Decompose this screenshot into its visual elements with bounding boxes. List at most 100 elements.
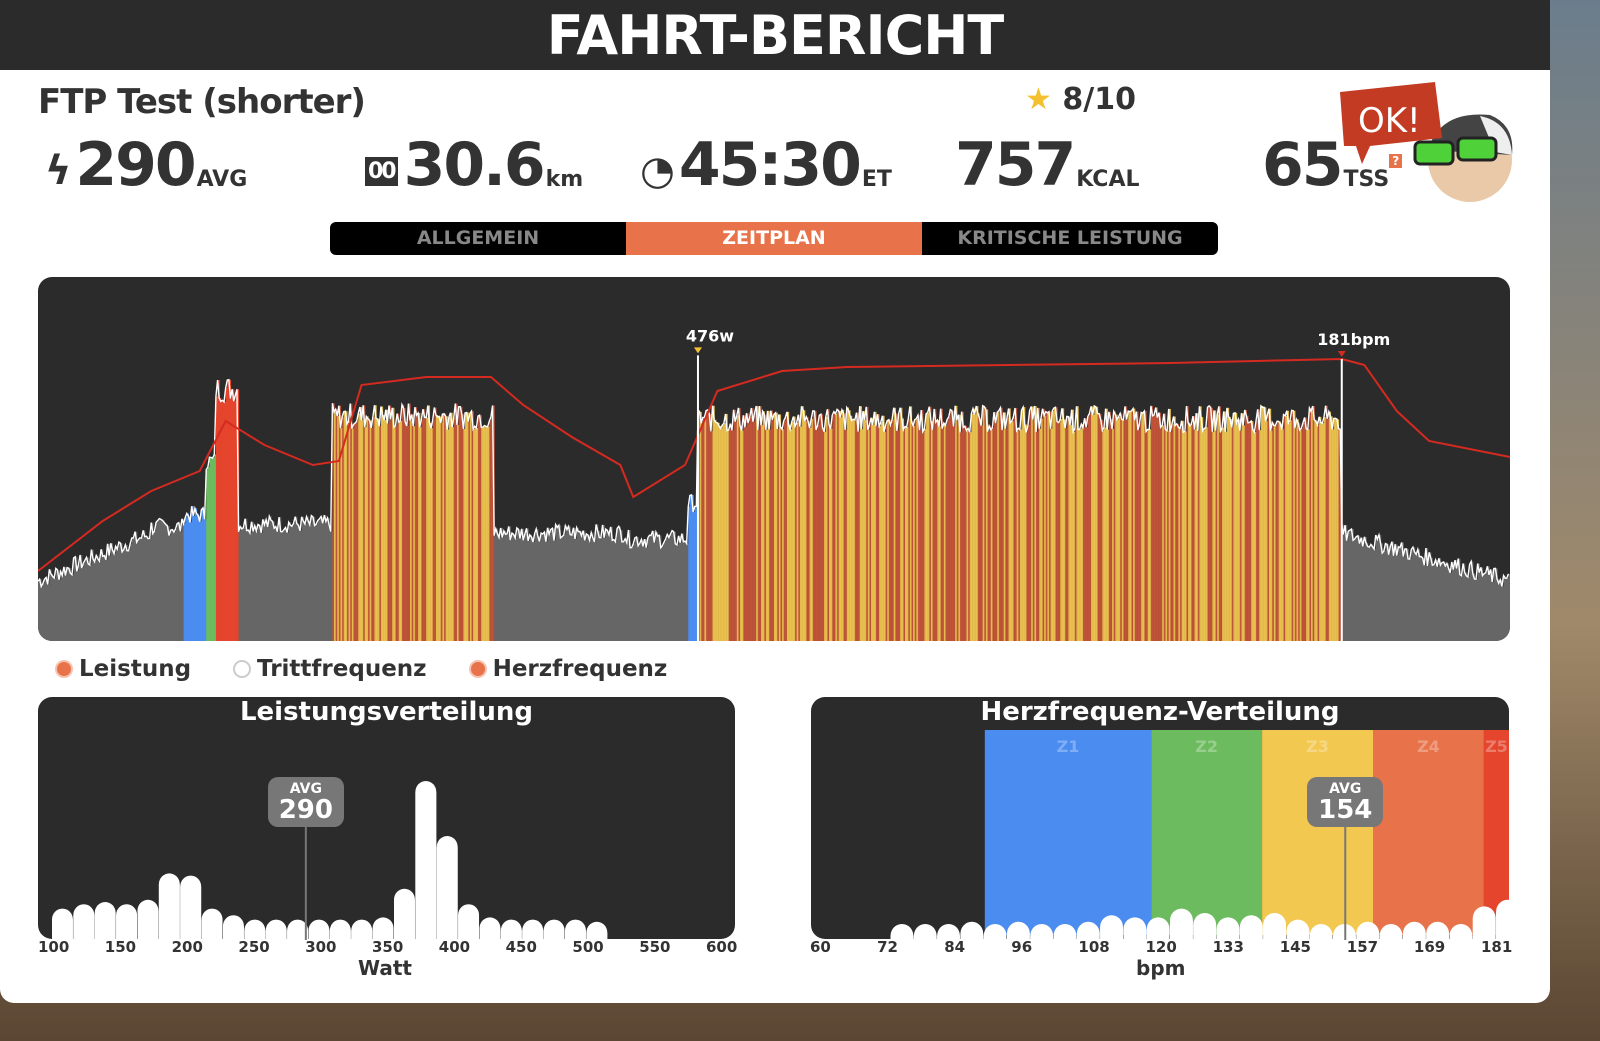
power-bar [219,397,222,641]
power-bar [172,529,175,641]
power-bar [1053,407,1057,641]
power-bar [1474,579,1477,641]
power-bar [46,577,49,641]
power-bar [985,409,989,641]
power-bar [1178,427,1181,641]
power-bar [668,537,672,641]
power-bar [536,528,539,641]
power-bar [715,422,718,641]
power-bar [785,417,788,641]
power-bar [128,550,131,641]
power-bar [1411,549,1414,641]
power-bar [214,454,217,641]
power-bar [712,405,715,641]
power-bar [1412,547,1416,641]
power-bar [1406,548,1409,641]
power-bar [59,579,62,641]
hr-histogram-bar-fill [937,935,960,947]
power-bar [144,536,147,641]
power-histogram-bar-fill [500,930,522,946]
time-value: 45:30 [678,130,862,200]
power-bar [1133,408,1136,641]
power-bar [1091,406,1094,641]
power-bar [442,414,445,641]
power-bar [786,411,790,641]
power-bar [956,420,960,641]
tab-zeitplan[interactable]: ZEITPLAN [626,222,922,255]
power-histogram-bar-fill [308,930,330,946]
power-bar [379,426,382,641]
legend-label: Trittfrequenz [257,656,427,682]
power-bar [89,564,92,641]
power-bar [60,571,63,641]
power-bar [1351,529,1354,641]
power-bar [1359,543,1362,641]
hr-zone-label: Z3 [1306,737,1329,756]
power-bar [998,410,1002,641]
power-bar [398,422,401,641]
hr-histogram-bar-fill [1542,849,1550,947]
tab-kritische-leistung[interactable]: KRITISCHE LEISTUNG [957,227,1183,249]
power-bar [238,531,241,641]
power-bar [300,530,303,641]
power-bar [1243,425,1246,641]
power-bar [76,571,80,641]
power-bar [754,412,757,641]
power-bar [526,528,529,641]
odometer-icon: 00 [365,157,398,186]
power-bar [50,573,54,641]
power-bar [1304,417,1307,641]
power-bar [775,412,778,641]
power-bar [261,532,264,641]
power-bar [1354,538,1357,641]
power-bar [1149,429,1152,641]
power-bar [828,424,832,641]
power-bar [146,536,149,641]
tss-help-icon[interactable]: ? [1389,154,1403,168]
power-bar [1215,430,1218,641]
power-bar [1223,411,1226,641]
hr-zone-band [984,730,1152,935]
power-bar [597,530,600,641]
power-bar [1136,411,1139,641]
power-bar [710,431,714,641]
radio-off-icon [233,660,252,678]
peak-label: 476w [686,326,734,345]
power-bar [1021,410,1024,641]
hr-tick-label: 157 [1346,938,1379,956]
power-bar [609,534,612,641]
legend-herzfrequenz[interactable]: Herzfrequenz [468,656,667,682]
power-histogram-bar-fill [436,846,458,946]
power-bar [851,420,854,641]
power-bar [181,518,185,641]
legend-leistung[interactable]: Leistung [55,656,191,682]
power-bar [1018,428,1021,641]
tab-allgemein[interactable]: ALLGEMEIN [416,227,540,249]
power-bar [752,421,756,641]
power-bar [955,405,958,641]
power-bar [566,529,570,641]
power-bar [481,427,484,641]
tab-bar: ALLGEMEIN ZEITPLAN KRITISCHE LEISTUNG [330,222,1218,255]
power-bar [1188,422,1191,641]
power-bar [552,528,555,641]
power-bar [704,417,707,641]
tss-unit: TSS [1343,167,1390,192]
hr-tick-label: 96 [1011,938,1033,956]
power-bar [1184,431,1188,641]
power-bar [1068,416,1071,641]
power-bar [738,407,741,641]
power-bar [1210,407,1213,641]
power-bar [662,545,665,641]
hr-histogram-bar-fill [1146,929,1170,947]
power-bar [804,421,807,641]
legend-trittfrequenz[interactable]: Trittfrequenz [233,656,427,682]
power-bar [135,531,138,641]
power-bar [838,410,841,641]
power-bar [534,533,537,641]
peak-marker-icon [1337,351,1346,357]
power-bar [759,406,762,641]
power-bar [621,541,625,641]
power-bar [573,527,576,641]
power-bar [97,558,101,641]
